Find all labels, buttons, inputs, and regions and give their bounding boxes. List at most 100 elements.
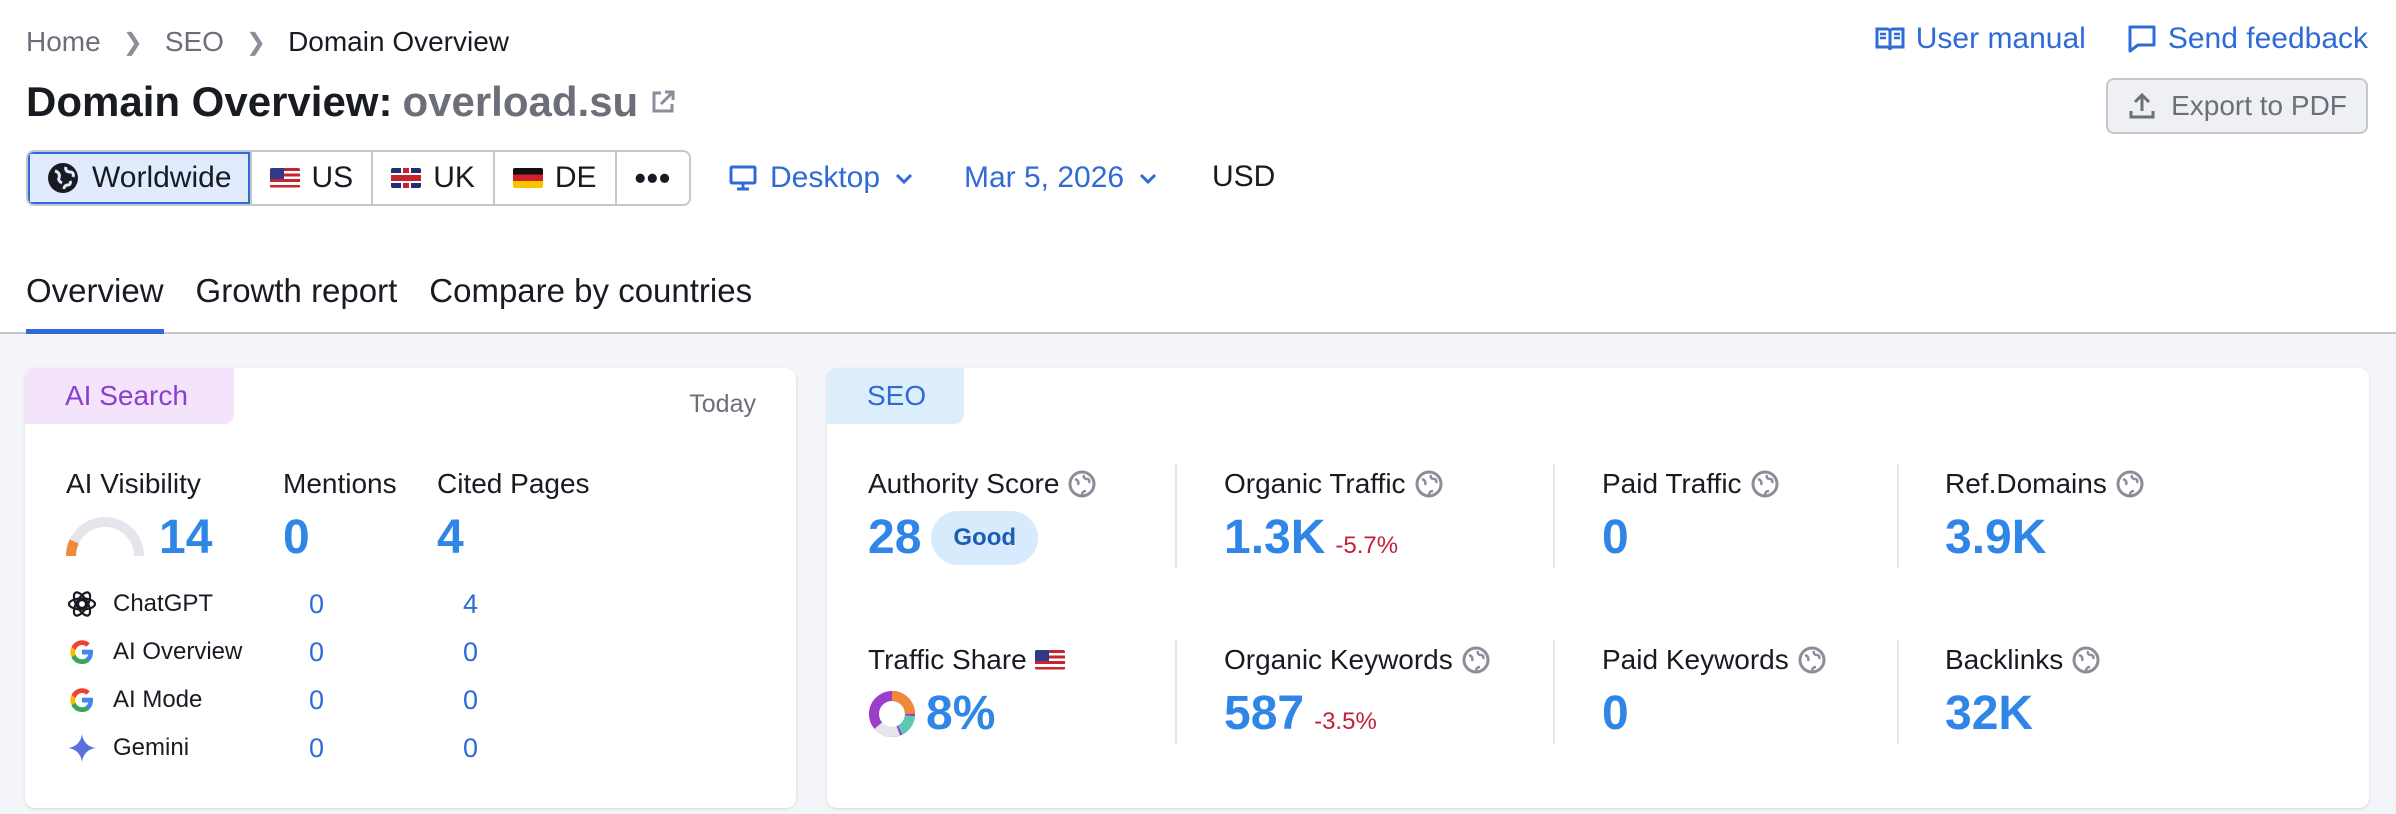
tab-overview[interactable]: Overview <box>26 272 164 334</box>
tab-growth-report[interactable]: Growth report <box>195 272 398 309</box>
send-feedback-link[interactable]: Send feedback <box>2126 22 2368 56</box>
backlinks-label[interactable]: Backlinks <box>1945 644 2064 675</box>
organic-traffic-value[interactable]: 1.3K <box>1224 511 1326 564</box>
us-flag-icon <box>269 168 300 188</box>
breadcrumb-current: Domain Overview <box>288 26 510 57</box>
traffic-share-metric: Traffic Share 8% <box>868 640 1065 741</box>
ai-search-label: AI Search <box>25 368 234 424</box>
date-dropdown[interactable]: Mar 5, 2026 <box>964 156 1160 200</box>
db-worldwide-button[interactable]: Worldwide <box>28 152 252 204</box>
ai-visibility-value[interactable]: 14 <box>159 511 213 564</box>
ai-source-mentions[interactable]: 0 <box>309 732 325 763</box>
chatgpt-icon <box>65 587 99 621</box>
breadcrumb-home[interactable]: Home <box>26 26 101 57</box>
db-uk-label: UK <box>433 161 475 194</box>
organic-traffic-metric: Organic Traffic 1.3K -5.7% <box>1224 464 1444 565</box>
ai-source-mentions[interactable]: 0 <box>309 684 325 715</box>
seo-card: SEO Authority Score 28 Good Organic Traf… <box>827 368 2369 808</box>
organic-keywords-delta: -3.5% <box>1314 708 1377 735</box>
mentions-header[interactable]: Mentions <box>283 468 397 499</box>
db-uk-button[interactable]: UK <box>373 152 495 204</box>
divider <box>1175 640 1177 744</box>
organic-keywords-label[interactable]: Organic Keywords <box>1224 644 1453 675</box>
us-flag-icon <box>1034 650 1065 670</box>
organic-traffic-label[interactable]: Organic Traffic <box>1224 468 1406 499</box>
ref-domains-label[interactable]: Ref.Domains <box>1945 468 2107 499</box>
ref-domains-value[interactable]: 3.9K <box>1945 511 2047 564</box>
ai-source-cited[interactable]: 4 <box>463 588 479 619</box>
mentions-value[interactable]: 0 <box>283 511 310 564</box>
divider <box>1897 640 1899 744</box>
breadcrumb-seo[interactable]: SEO <box>164 26 224 57</box>
ai-source-cited[interactable]: 0 <box>463 636 479 667</box>
chevron-down-icon <box>1140 173 1157 185</box>
divider <box>1897 464 1899 568</box>
globe-icon <box>1798 646 1826 674</box>
chevron-right-icon: ❯ <box>122 28 143 56</box>
more-dots-icon: ••• <box>634 159 672 196</box>
traffic-share-label[interactable]: Traffic Share <box>868 644 1027 675</box>
paid-keywords-metric: Paid Keywords 0 <box>1602 640 1827 741</box>
ai-source-cited[interactable]: 0 <box>463 684 479 715</box>
organic-keywords-metric: Organic Keywords 587 -3.5% <box>1224 640 1491 741</box>
top-links: User manual Send feedback <box>1874 22 2368 56</box>
cited-pages-header[interactable]: Cited Pages <box>437 468 590 499</box>
cited-pages-value[interactable]: 4 <box>437 511 464 564</box>
domain-link[interactable]: overload.su <box>402 78 639 125</box>
ai-visibility-gauge <box>66 517 144 556</box>
external-link-icon[interactable] <box>648 87 678 117</box>
more-databases-button[interactable]: ••• <box>616 152 690 204</box>
de-flag-icon <box>512 168 543 188</box>
device-dropdown[interactable]: Desktop <box>728 156 916 200</box>
globe-icon <box>48 163 78 193</box>
globe-icon <box>1462 646 1490 674</box>
globe-icon <box>1415 470 1443 498</box>
device-label: Desktop <box>770 161 881 194</box>
divider <box>1553 640 1555 744</box>
page-header: Home ❯ SEO ❯ Domain Overview User manual… <box>0 0 2396 334</box>
chevron-down-icon <box>896 173 913 185</box>
paid-traffic-value[interactable]: 0 <box>1602 511 1629 564</box>
user-manual-link[interactable]: User manual <box>1874 22 2086 56</box>
backlinks-value[interactable]: 32K <box>1945 687 2034 740</box>
ai-visibility-header[interactable]: AI Visibility <box>66 468 201 499</box>
page-title-prefix: Domain Overview: <box>26 78 393 125</box>
authority-score-value[interactable]: 28 <box>868 511 922 564</box>
breadcrumb: Home ❯ SEO ❯ Domain Overview <box>26 24 509 60</box>
date-label: Mar 5, 2026 <box>964 161 1125 194</box>
authority-score-label[interactable]: Authority Score <box>868 468 1060 499</box>
ai-source-name: ChatGPT <box>113 590 214 617</box>
ai-source-mentions[interactable]: 0 <box>309 588 325 619</box>
chat-bubble-icon <box>2128 25 2156 53</box>
uk-flag-icon <box>391 168 422 188</box>
seo-label: SEO <box>827 368 964 424</box>
period-label: Today <box>689 390 756 418</box>
organic-traffic-delta: -5.7% <box>1335 532 1399 559</box>
traffic-share-value[interactable]: 8% <box>926 687 996 740</box>
paid-traffic-label[interactable]: Paid Traffic <box>1602 468 1742 499</box>
report-tabs: Overview Growth report Compare by countr… <box>26 272 752 334</box>
backlinks-metric: Backlinks 32K <box>1945 640 2101 741</box>
ai-search-card: AI Search Today AI Visibility Mentions C… <box>25 368 796 808</box>
divider <box>1553 464 1555 568</box>
paid-keywords-value[interactable]: 0 <box>1602 687 1629 740</box>
ai-source-row: AI Overview 0 0 <box>65 634 478 670</box>
organic-keywords-value[interactable]: 587 <box>1224 687 1305 740</box>
tab-compare-by-countries[interactable]: Compare by countries <box>429 272 753 309</box>
ai-source-row: Gemini 0 0 <box>65 730 478 766</box>
globe-icon <box>2116 470 2144 498</box>
ai-source-name: Gemini <box>113 734 190 761</box>
paid-keywords-label[interactable]: Paid Keywords <box>1602 644 1789 675</box>
ai-source-cited[interactable]: 0 <box>463 732 479 763</box>
book-icon <box>1875 27 1905 51</box>
gemini-icon <box>65 731 99 765</box>
google-icon <box>65 635 99 669</box>
db-de-button[interactable]: DE <box>494 152 617 204</box>
traffic-share-donut-icon <box>869 690 915 737</box>
authority-badge: Good <box>931 510 1039 565</box>
ai-source-mentions[interactable]: 0 <box>309 636 325 667</box>
ai-source-row: AI Mode 0 0 <box>65 682 478 718</box>
database-selector: Worldwide US UK DE ••• <box>26 150 692 206</box>
export-pdf-button[interactable]: Export to PDF <box>2106 78 2368 134</box>
db-us-button[interactable]: US <box>251 152 374 204</box>
